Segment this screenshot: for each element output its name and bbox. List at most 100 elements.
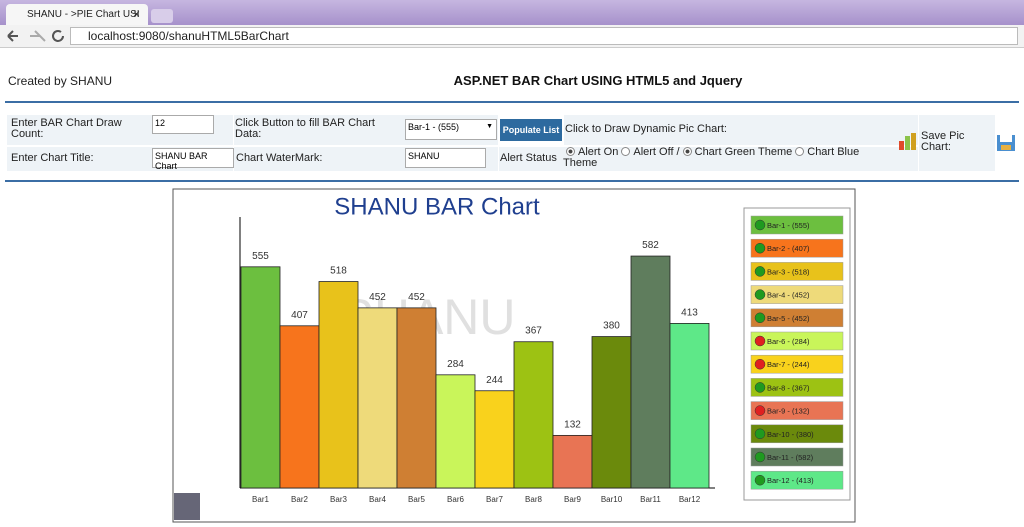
bar bbox=[591, 336, 632, 489]
title-label: Enter Chart Title: bbox=[11, 152, 94, 164]
watermark-input[interactable]: SHANU bbox=[405, 148, 486, 168]
pic-chart-label: Click to Draw Dynamic Pic Chart: bbox=[565, 123, 727, 135]
data-label: 284 bbox=[447, 359, 464, 370]
bar bbox=[669, 323, 710, 489]
save-icon[interactable] bbox=[995, 131, 1017, 153]
legend-marker bbox=[754, 382, 766, 393]
x-tick-label: Bar7 bbox=[486, 495, 503, 504]
data-label: 244 bbox=[486, 375, 503, 386]
legend-swatch bbox=[750, 285, 844, 304]
bar bbox=[396, 307, 437, 489]
legend-swatch bbox=[750, 354, 844, 374]
address-bar[interactable] bbox=[70, 27, 1018, 45]
option-label: Chart Green Theme bbox=[694, 146, 793, 158]
options: Alert On Alert Off / Chart Green Theme Char… bbox=[563, 147, 883, 169]
legend-swatch bbox=[750, 262, 844, 281]
nav-buttons[interactable] bbox=[0, 25, 70, 47]
author-photo bbox=[174, 493, 200, 520]
cell bbox=[564, 115, 918, 145]
legend-marker bbox=[754, 335, 766, 347]
legend-label: Bar-7 - (244) bbox=[767, 360, 810, 369]
data-label: 452 bbox=[408, 292, 425, 303]
count-label: Enter BAR Chart Draw Count: bbox=[11, 117, 122, 140]
legend-label: Bar-10 - (380) bbox=[767, 430, 814, 439]
save-label: Save Pic Chart: bbox=[921, 130, 965, 153]
data-label: 380 bbox=[603, 321, 620, 332]
tab-close[interactable]: × bbox=[133, 7, 141, 21]
legend-marker bbox=[754, 219, 766, 231]
x-tick-label: Bar5 bbox=[408, 495, 425, 504]
page-title: ASP.NET BAR Chart USING HTML5 and Jquery bbox=[453, 73, 743, 88]
bar bbox=[630, 255, 671, 489]
chart: SHANU BAR Chart SHANU 555Bar1407Bar2518B… bbox=[172, 188, 856, 523]
legend-swatch bbox=[750, 331, 844, 351]
title-input[interactable]: SHANU BAR Chart bbox=[152, 148, 234, 171]
x-tick-label: Bar11 bbox=[640, 495, 661, 504]
bar bbox=[240, 266, 281, 489]
radio[interactable] bbox=[795, 147, 805, 156]
legend-marker bbox=[754, 312, 766, 324]
legend-swatch bbox=[750, 378, 844, 397]
option-label: Alert On bbox=[578, 146, 619, 158]
legend-swatch bbox=[750, 470, 844, 490]
option-label: Chart Blue Theme bbox=[563, 146, 860, 169]
data-label: 367 bbox=[525, 326, 542, 337]
bar-select[interactable]: Bar-1 - (555) ▼ bbox=[405, 119, 497, 140]
legend-marker bbox=[754, 474, 766, 486]
divider bbox=[5, 101, 1019, 103]
tab[interactable] bbox=[6, 4, 148, 25]
bar bbox=[513, 341, 554, 489]
legend-marker bbox=[754, 289, 766, 300]
radio[interactable] bbox=[682, 147, 692, 156]
count-input[interactable]: 12 bbox=[152, 115, 214, 134]
data-label: 132 bbox=[564, 419, 581, 430]
legend-label: Bar-9 - (132) bbox=[767, 407, 810, 416]
option-label: Alert Off / bbox=[633, 146, 680, 158]
data-label: 518 bbox=[330, 266, 347, 277]
credit: Created by SHANU bbox=[8, 74, 113, 88]
chart-title: SHANU BAR Chart bbox=[334, 193, 540, 220]
populate-button[interactable]: Populate List bbox=[500, 119, 562, 141]
legend-swatch bbox=[750, 215, 844, 235]
bar bbox=[279, 325, 320, 489]
bar bbox=[318, 281, 359, 489]
legend-label: Bar-2 - (407) bbox=[767, 244, 810, 253]
divider bbox=[5, 180, 1019, 182]
legend-label: Bar-8 - (367) bbox=[767, 383, 810, 392]
x-tick-label: Bar3 bbox=[330, 495, 347, 504]
data-label: 582 bbox=[642, 240, 659, 251]
legend-label: Bar-3 - (518) bbox=[767, 267, 810, 276]
legend-label: Bar-11 - (582) bbox=[767, 453, 814, 462]
legend-marker bbox=[754, 451, 766, 463]
legend-marker bbox=[754, 358, 766, 370]
watermark-label: Chart WaterMark: bbox=[236, 152, 323, 164]
pie-icon[interactable] bbox=[897, 131, 919, 151]
data-label: 407 bbox=[291, 310, 308, 321]
legend-swatch bbox=[750, 447, 844, 467]
fill-label: Click Button to fill BAR Chart Data: bbox=[235, 117, 375, 140]
selected-bar: Bar-1 - (555) bbox=[408, 122, 460, 132]
new-tab[interactable] bbox=[151, 9, 173, 23]
legend-marker bbox=[754, 242, 766, 254]
data-label: 452 bbox=[369, 292, 386, 303]
legend-label: Bar-5 - (452) bbox=[767, 314, 810, 323]
legend-label: Bar-12 - (413) bbox=[767, 476, 814, 485]
legend-swatch bbox=[750, 238, 844, 258]
radio[interactable] bbox=[621, 147, 631, 156]
cell bbox=[919, 115, 995, 171]
legend-marker bbox=[754, 405, 766, 416]
x-tick-label: Bar1 bbox=[252, 495, 269, 504]
bar bbox=[552, 434, 593, 489]
bar bbox=[357, 307, 398, 489]
bar bbox=[474, 390, 515, 489]
radio[interactable] bbox=[566, 147, 575, 156]
x-tick-label: Bar10 bbox=[601, 495, 623, 504]
legend-label: Bar-1 - (555) bbox=[767, 221, 810, 230]
legend-label: Bar-4 - (452) bbox=[767, 291, 810, 300]
x-tick-label: Bar4 bbox=[369, 495, 386, 504]
legend-swatch bbox=[750, 401, 844, 420]
x-tick-label: Bar6 bbox=[447, 495, 464, 504]
tab-title: SHANU - >PIE Chart USI bbox=[27, 9, 140, 20]
legend-swatch bbox=[750, 308, 844, 328]
